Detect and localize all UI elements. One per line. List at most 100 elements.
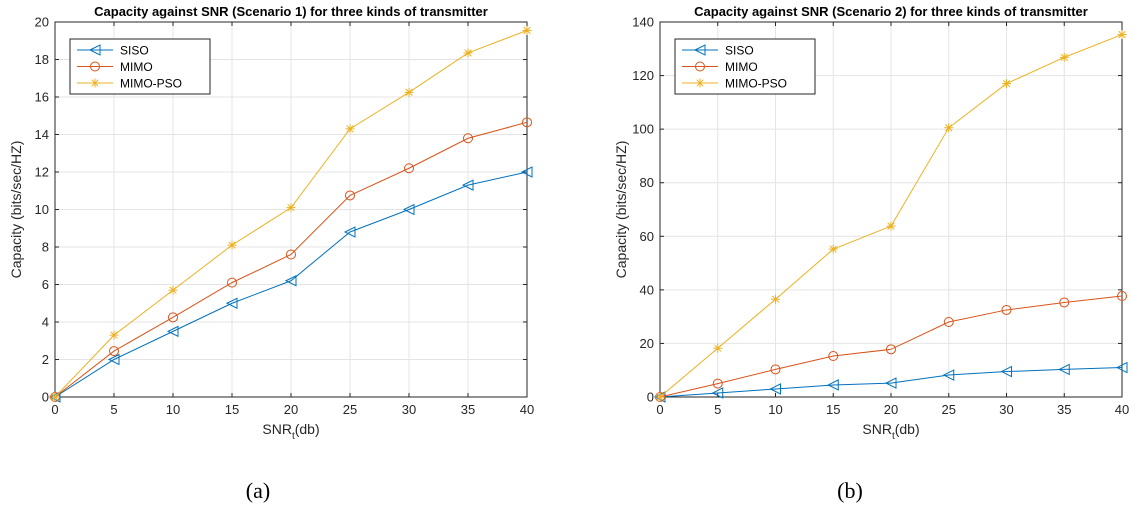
data-point	[404, 87, 414, 97]
series-mimo	[655, 291, 1127, 402]
chart-b: 0 5 10 15 20 25 30 35 40 0 20 40 60 80 100 120 140 Capaci…	[613, 4, 1129, 442]
series-mimo-pso	[655, 30, 1127, 402]
axis-ticks: 0 5 10 15 20 25 30 35 40 0 20 40 60 80 100 120 140	[632, 15, 1129, 418]
x-tick-label: 30	[999, 402, 1013, 417]
data-point	[343, 226, 356, 238]
y-tick-label: 14	[35, 127, 49, 142]
data-point	[1058, 363, 1070, 376]
data-point	[1115, 361, 1128, 374]
y-tick-label: 12	[35, 165, 49, 180]
legend-marker	[695, 78, 705, 88]
data-point	[944, 123, 954, 133]
grid	[54, 21, 528, 398]
y-axis-label: Capacity (bits/sec/HZ)	[613, 141, 629, 279]
data-point	[1059, 52, 1069, 62]
series-line	[659, 295, 1123, 398]
x-tick-label: 25	[942, 402, 956, 417]
x-axis-label: SNRt(db)	[262, 421, 319, 442]
x-tick-label: 40	[1115, 402, 1129, 417]
x-tick-label: 5	[110, 402, 117, 417]
y-tick-label: 0	[42, 390, 49, 405]
data-point	[655, 392, 665, 402]
x-tick-label: 20	[884, 402, 898, 417]
data-point	[109, 346, 119, 357]
data-point	[770, 364, 781, 375]
data-point	[522, 25, 532, 35]
data-point	[771, 294, 780, 304]
y-tick-label: 2	[42, 352, 49, 367]
data-point	[886, 221, 896, 231]
legend-marker	[88, 44, 101, 56]
caption-a: (a)	[245, 478, 271, 503]
x-tick-label: 0	[656, 402, 663, 417]
x-tick-label: 35	[1057, 402, 1071, 417]
data-point	[50, 392, 60, 402]
x-tick-label: 5	[714, 402, 721, 417]
data-point	[886, 344, 896, 355]
y-tick-label: 20	[640, 336, 654, 351]
data-point	[402, 203, 415, 216]
legend: SISO MIMO MIMO-PSO	[69, 38, 211, 95]
legend-label: MIMO-PSO	[120, 77, 182, 91]
y-tick-label: 18	[35, 52, 49, 67]
data-point	[168, 312, 178, 323]
data-point	[286, 249, 296, 260]
y-tick-label: 10	[35, 202, 49, 217]
chart-panel-b: 0 5 10 15 20 25 30 35 40 0 20 40 60 80 100 120 140 Capaci…	[567, 0, 1134, 470]
chart-a: 0 5 10 15 20 25 30 35 40 0 2 4 6 8 10 12 14 16 18 20 Capacit…	[8, 4, 535, 442]
data-point	[1059, 297, 1070, 308]
data-point	[1000, 365, 1012, 378]
y-tick-label: 16	[35, 90, 49, 105]
data-point	[345, 190, 355, 201]
data-point	[284, 274, 297, 287]
data-point	[107, 353, 120, 366]
data-point	[461, 179, 474, 191]
data-point	[712, 378, 723, 389]
x-tick-label: 20	[284, 402, 298, 417]
y-tick-label: 40	[640, 282, 654, 297]
data-point	[286, 203, 296, 213]
legend-marker	[693, 44, 706, 56]
data-point	[828, 351, 839, 362]
chart-panel-a: 0 5 10 15 20 25 30 35 40 0 2 4 6 8 10 12 14 16 18 20 Capacit…	[0, 0, 560, 470]
x-tick-label: 10	[166, 402, 180, 417]
series-line	[54, 121, 528, 398]
data-point	[109, 330, 119, 340]
series-siso	[48, 166, 533, 403]
legend-label: SISO	[120, 44, 149, 58]
x-tick-label: 35	[461, 402, 475, 417]
data-point	[1117, 291, 1127, 302]
legend-marker	[90, 61, 100, 72]
data-point	[942, 369, 955, 381]
data-point	[168, 285, 178, 295]
legend-label: MIMO	[120, 60, 153, 74]
y-tick-label: 8	[42, 240, 49, 255]
y-tick-label: 4	[42, 315, 49, 330]
y-tick-label: 20	[35, 15, 49, 30]
axis-ticks: 0 5 10 15 20 25 30 35 40 0 2 4 6 8 10 12 14 16 18 20	[35, 15, 535, 418]
series-line	[54, 171, 528, 398]
data-point	[404, 163, 414, 174]
x-tick-label: 0	[51, 402, 58, 417]
series-mimo	[50, 117, 532, 402]
y-tick-label: 60	[640, 229, 654, 244]
data-point	[225, 297, 238, 310]
x-tick-label: 15	[826, 402, 840, 417]
x-tick-label: 15	[225, 402, 239, 417]
legend-label: MIMO	[725, 60, 758, 74]
data-point	[1117, 30, 1127, 40]
series-line	[659, 367, 1123, 398]
data-point	[345, 124, 355, 134]
y-tick-label: 0	[647, 390, 654, 405]
x-tick-label: 30	[402, 402, 416, 417]
data-point	[828, 244, 838, 254]
data-point	[884, 377, 897, 389]
y-tick-label: 80	[640, 175, 654, 190]
data-point	[520, 166, 533, 178]
legend: SISO MIMO MIMO-PSO	[674, 38, 816, 95]
data-point	[522, 117, 532, 128]
data-point	[227, 240, 237, 250]
legend-marker	[90, 78, 100, 88]
x-tick-label: 40	[520, 402, 534, 417]
y-tick-label: 120	[632, 68, 654, 83]
